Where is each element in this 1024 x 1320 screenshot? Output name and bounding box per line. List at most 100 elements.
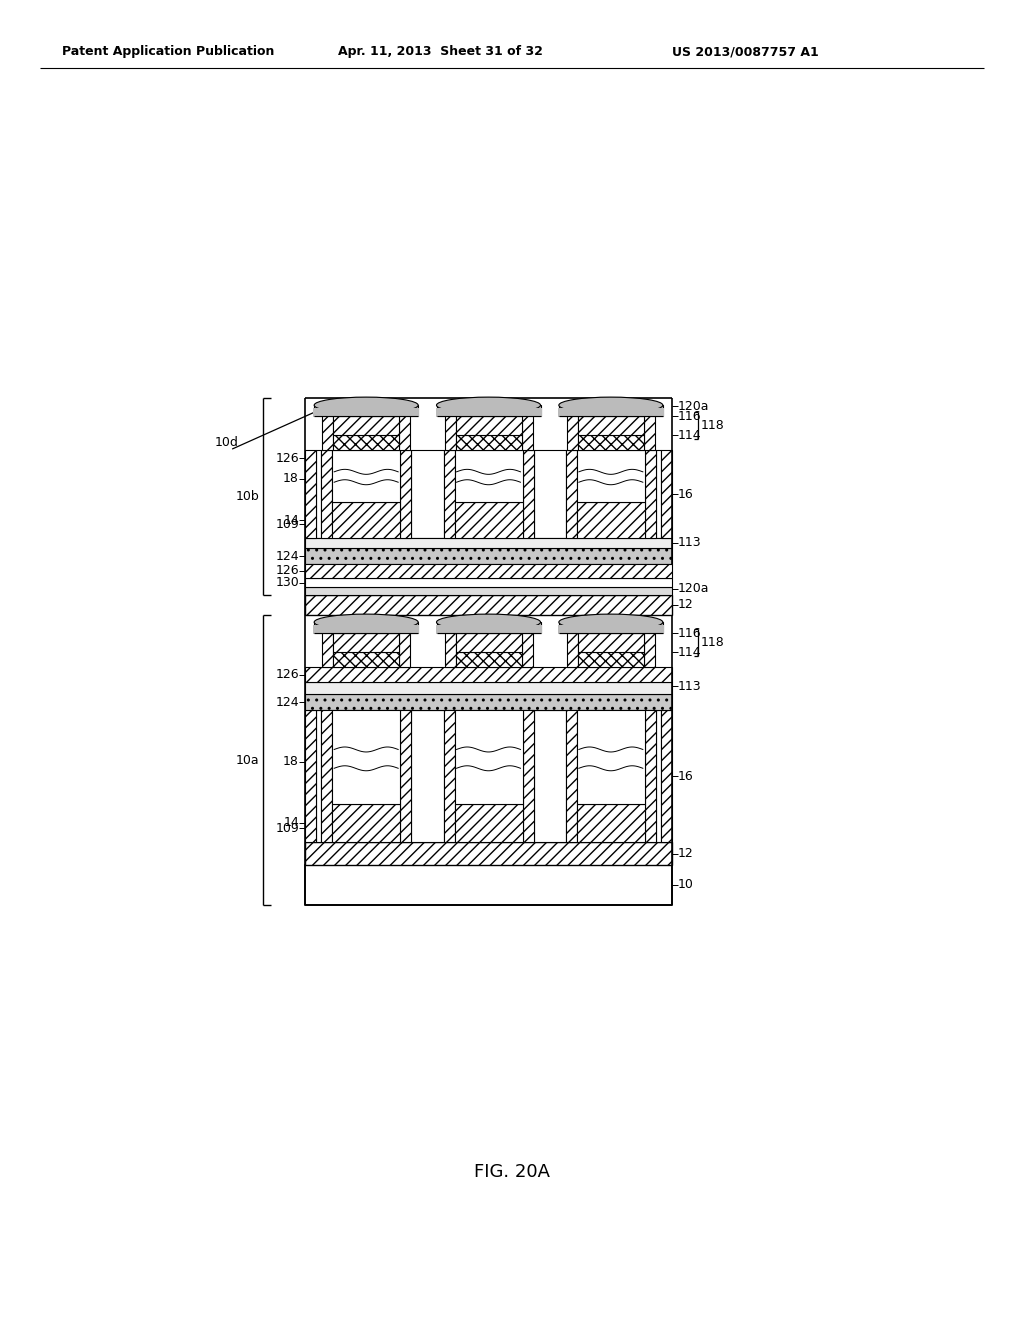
Text: 109: 109 xyxy=(275,821,299,834)
Bar xyxy=(313,624,419,634)
Text: 16: 16 xyxy=(678,487,693,500)
Bar xyxy=(521,407,532,450)
Text: 118: 118 xyxy=(701,636,725,649)
Bar xyxy=(662,450,672,539)
Bar xyxy=(305,842,672,865)
Bar xyxy=(323,407,333,450)
Ellipse shape xyxy=(314,397,418,413)
Bar xyxy=(333,434,399,450)
Bar xyxy=(436,405,541,416)
Bar xyxy=(435,408,542,417)
Bar xyxy=(443,710,455,842)
Bar xyxy=(305,865,672,906)
Bar xyxy=(577,450,645,502)
Bar xyxy=(577,710,645,804)
Bar xyxy=(305,667,672,682)
Text: 10d: 10d xyxy=(215,436,239,449)
Text: 130: 130 xyxy=(275,576,299,589)
Text: 114: 114 xyxy=(678,429,701,442)
Text: 113: 113 xyxy=(678,680,701,693)
Text: 10b: 10b xyxy=(236,490,259,503)
Bar xyxy=(567,407,578,450)
Bar xyxy=(332,450,400,502)
Text: 10: 10 xyxy=(678,879,694,891)
Bar xyxy=(322,710,332,842)
Bar xyxy=(305,578,672,587)
Text: 126: 126 xyxy=(275,451,299,465)
Bar xyxy=(558,624,664,634)
Bar xyxy=(456,416,521,434)
Bar xyxy=(400,710,412,842)
Text: 118: 118 xyxy=(701,420,725,433)
Bar xyxy=(332,710,400,804)
Text: Patent Application Publication: Patent Application Publication xyxy=(62,45,274,58)
Bar xyxy=(322,450,332,539)
Bar xyxy=(316,450,322,539)
Bar xyxy=(566,710,577,842)
Bar xyxy=(645,710,655,842)
Bar xyxy=(455,710,522,804)
Bar xyxy=(522,710,534,842)
Bar xyxy=(333,416,399,434)
Text: 18: 18 xyxy=(283,473,299,486)
Text: US 2013/0087757 A1: US 2013/0087757 A1 xyxy=(672,45,819,58)
Text: Apr. 11, 2013  Sheet 31 of 32: Apr. 11, 2013 Sheet 31 of 32 xyxy=(338,45,543,58)
Bar xyxy=(305,694,672,710)
Ellipse shape xyxy=(436,397,541,413)
Bar xyxy=(316,710,322,842)
Bar xyxy=(305,548,672,564)
Text: 16: 16 xyxy=(678,770,693,783)
Bar xyxy=(443,450,455,539)
Text: 12: 12 xyxy=(678,847,693,861)
Ellipse shape xyxy=(314,614,418,631)
Bar xyxy=(332,502,400,539)
Bar xyxy=(444,407,456,450)
Text: 114: 114 xyxy=(678,645,701,659)
Bar xyxy=(305,710,316,842)
Bar xyxy=(455,450,522,502)
Ellipse shape xyxy=(559,614,663,631)
Bar xyxy=(314,405,418,416)
Bar xyxy=(456,634,521,652)
Bar xyxy=(644,407,654,450)
Bar xyxy=(578,434,644,450)
Bar xyxy=(578,634,644,652)
Bar xyxy=(567,624,578,667)
Bar xyxy=(456,434,521,450)
Ellipse shape xyxy=(559,397,663,413)
Bar xyxy=(332,804,400,842)
Bar xyxy=(305,564,672,578)
Bar xyxy=(305,682,672,694)
Bar xyxy=(455,502,522,539)
Bar xyxy=(534,710,566,842)
Text: 120a: 120a xyxy=(678,582,710,595)
Bar xyxy=(305,539,672,548)
Bar xyxy=(436,622,541,634)
Text: 126: 126 xyxy=(275,668,299,681)
Bar xyxy=(333,634,399,652)
Text: 116: 116 xyxy=(678,409,701,422)
Bar xyxy=(521,624,532,667)
Text: 14: 14 xyxy=(284,817,299,829)
Bar xyxy=(558,408,664,417)
Bar xyxy=(323,624,333,667)
Bar xyxy=(662,710,672,842)
Bar xyxy=(534,450,566,539)
Text: 120a: 120a xyxy=(678,400,710,412)
Bar xyxy=(655,710,662,842)
Text: 18: 18 xyxy=(283,755,299,768)
Text: 116: 116 xyxy=(678,627,701,640)
Text: 124: 124 xyxy=(275,696,299,709)
Text: 10a: 10a xyxy=(236,754,259,767)
Bar xyxy=(313,408,419,417)
Bar xyxy=(578,652,644,667)
Ellipse shape xyxy=(436,614,541,631)
Text: 14: 14 xyxy=(284,513,299,527)
Bar xyxy=(455,804,522,842)
Text: 12: 12 xyxy=(678,598,693,611)
Text: 124: 124 xyxy=(275,549,299,562)
Text: FIG. 20A: FIG. 20A xyxy=(474,1163,550,1181)
Bar xyxy=(456,652,521,667)
Bar xyxy=(578,416,644,434)
Bar xyxy=(655,450,662,539)
